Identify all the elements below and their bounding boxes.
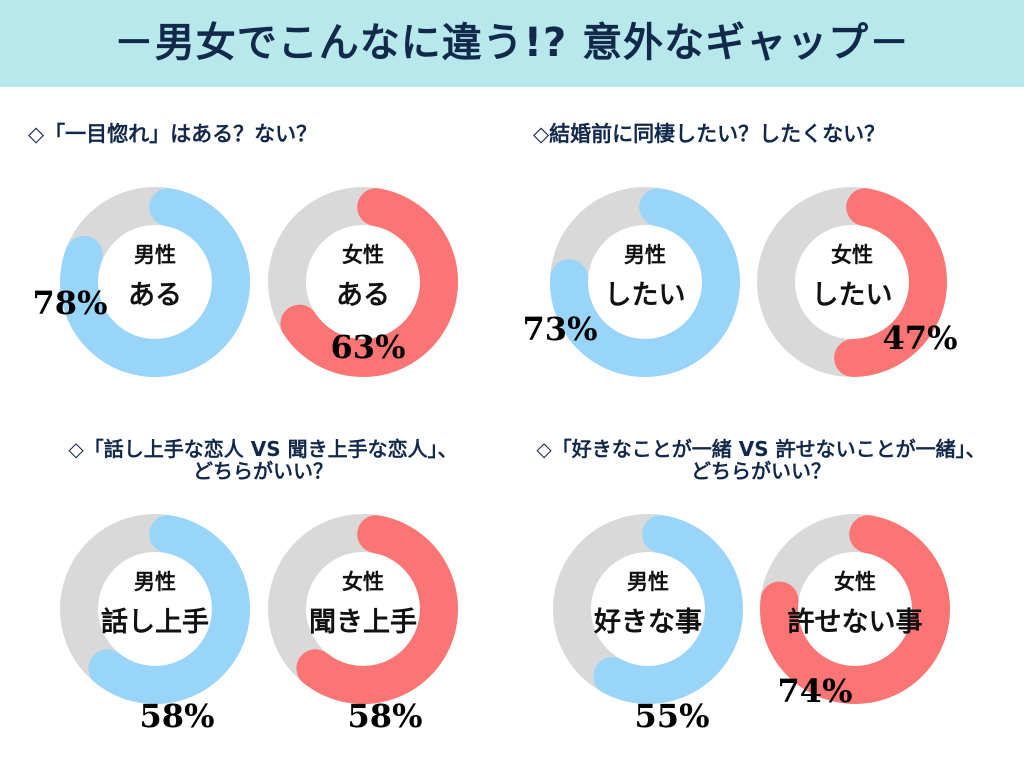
question-1-title: ◇「一目惚れ」はある？ない？ — [28, 122, 318, 146]
donut-gender-label: 女性 — [831, 243, 873, 267]
donut-category-label: ある — [128, 280, 182, 311]
question-4-title: ◇「好きなことが一緒 VS 許せないことが一緒」、 どちらがいい？ — [498, 438, 1024, 482]
donut-value-arc — [88, 515, 250, 704]
donut-category-label: ある — [336, 280, 390, 311]
donut-value-arc — [60, 188, 250, 377]
donut-gender-label: 男性 — [627, 570, 669, 594]
donut-category-label: 許せない事 — [788, 607, 923, 638]
donut-value-label: 58% — [140, 697, 215, 735]
donut-category-label: 好きな事 — [593, 607, 702, 638]
question-2-title: ◇結婚前に同棲したい？したくない？ — [533, 122, 886, 146]
donut-gender-label: 男性 — [134, 570, 176, 594]
donut-category-label: 聞き上手 — [309, 607, 417, 638]
donut-value-label: 74% — [778, 672, 853, 710]
donut-value-label: 73% — [523, 310, 598, 348]
donut-value-label: 78% — [33, 284, 108, 322]
question-3-title-line2: どちらがいい？ — [193, 459, 333, 483]
question-4-title-line1: ◇「好きなことが一緒 VS 許せないことが一緒」、 — [536, 437, 986, 461]
donut-category-label: したい — [605, 280, 686, 311]
donut-gender-label: 女性 — [834, 570, 876, 594]
donut-gender-label: 男性 — [134, 243, 176, 267]
donut-value-arc — [550, 188, 740, 377]
donut-gender-label: 男性 — [624, 243, 666, 267]
donut-value-arc — [593, 515, 743, 704]
donut-category-label: 話し上手 — [101, 606, 209, 638]
donut-value-label: 63% — [331, 328, 406, 366]
donut-value-arc — [834, 188, 947, 377]
donut-gender-label: 女性 — [342, 570, 384, 594]
donut-value-label: 55% — [635, 697, 710, 735]
question-4-title-line2: どちらがいい？ — [691, 459, 831, 483]
donut-value-arc — [296, 515, 458, 704]
donut-category-label: したい — [812, 280, 893, 311]
donut-value-label: 58% — [348, 697, 423, 735]
page-title: －男女でこんなに違う!? 意外なギャップ－ — [113, 20, 911, 66]
donut-value-arc — [280, 188, 458, 377]
header-banner: －男女でこんなに違う!? 意外なギャップ－ — [0, 0, 1024, 87]
donut-gender-label: 女性 — [342, 243, 384, 267]
question-3-title-line1: ◇「話し上手な恋人 VS 聞き上手な恋人」、 — [68, 437, 458, 461]
question-3-title: ◇「話し上手な恋人 VS 聞き上手な恋人」、 どちらがいい？ — [28, 438, 498, 482]
donut-value-arc — [760, 515, 950, 704]
donut-value-label: 47% — [883, 319, 958, 357]
